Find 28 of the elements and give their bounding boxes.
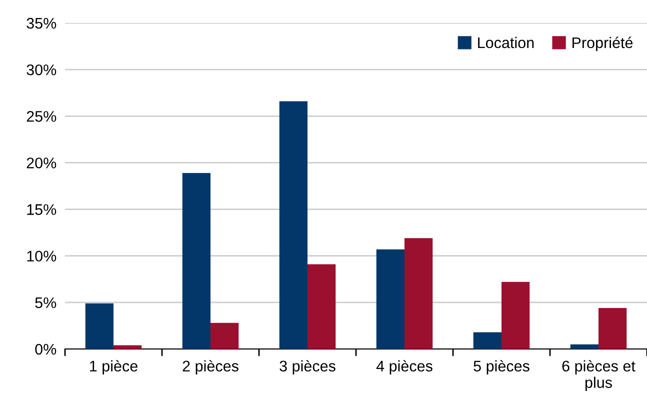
bar: [308, 264, 336, 349]
bar: [502, 282, 530, 349]
bar: [404, 238, 433, 349]
y-tick-label: 5%: [35, 297, 56, 308]
bar: [598, 308, 627, 349]
bar: [210, 322, 239, 349]
y-tick-label: 10%: [27, 250, 56, 262]
legend-label: Propriété: [572, 36, 633, 52]
y-tick-label: 20%: [26, 158, 56, 168]
legend-label: Location: [478, 36, 534, 48]
bar: [85, 303, 114, 349]
x-tick-label: 3 pièces: [280, 360, 336, 375]
y-tick-label: 30%: [26, 64, 56, 76]
x-tick-label: 5 pièces: [474, 360, 530, 375]
y-tick-label: 35%: [26, 18, 56, 29]
y-tick-label: 25%: [26, 111, 56, 122]
bar: [279, 101, 308, 349]
x-tick-label: 4 pièces: [376, 360, 432, 375]
x-tick-label: 1 pièce: [90, 360, 138, 375]
x-tick-label: 2 pièces: [182, 360, 238, 375]
x-tick-label: 6 pièces et plus: [562, 360, 636, 391]
y-tick-label: 0%: [35, 344, 56, 355]
bar: [376, 249, 404, 349]
bar: [570, 344, 598, 349]
y-tick-label: 15%: [27, 204, 56, 215]
bar: [182, 172, 210, 349]
bar: [473, 332, 502, 349]
bar: [114, 345, 142, 349]
